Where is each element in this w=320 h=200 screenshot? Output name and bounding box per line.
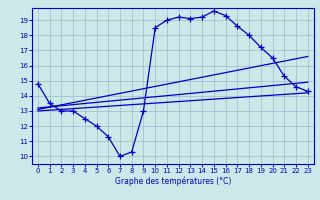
X-axis label: Graphe des températures (°C): Graphe des températures (°C) — [115, 177, 231, 186]
